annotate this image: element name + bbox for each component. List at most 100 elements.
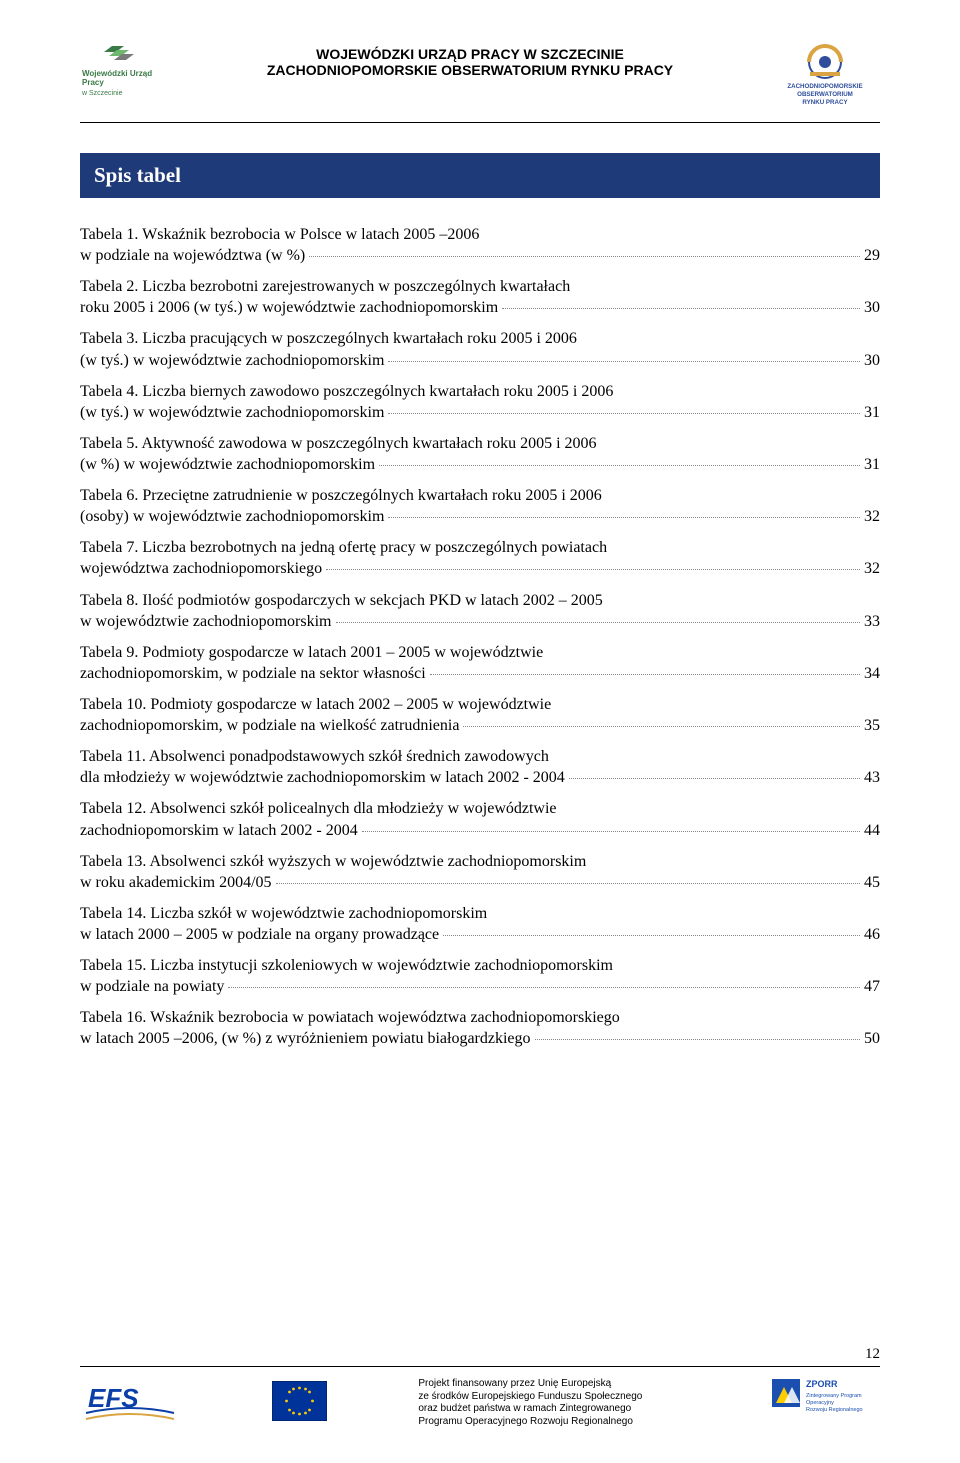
toc-leader (362, 831, 860, 832)
header-left-logo: Wojewódzki Urząd Pracy w Szczecinie (80, 40, 170, 100)
toc-entry-text: w województwie zachodniopomorskim (80, 611, 332, 632)
footer-line3: oraz budżet państwa w ramach Zintegrowan… (418, 1403, 678, 1416)
toc-leader (535, 1039, 860, 1040)
toc-leader (443, 935, 860, 936)
toc-page-number: 45 (864, 872, 880, 893)
toc-entry: Tabela 2. Liczba bezrobotni zarejestrowa… (80, 276, 880, 318)
page-footer: 12 EFS (80, 1366, 880, 1433)
footer-funding-text: Projekt finansowany przez Unię Europejsk… (418, 1378, 678, 1428)
header-org-line2: ZACHODNIOPOMORSKIE OBSERWATORIUM RYNKU P… (170, 62, 770, 78)
toc-entry: Tabela 7. Liczba bezrobotnych na jedną o… (80, 537, 880, 579)
toc-page-number: 47 (864, 976, 880, 997)
toc-entry-lastline: zachodniopomorskim, w podziale na sektor… (80, 663, 880, 684)
toc-entry: Tabela 9. Podmioty gospodarcze w latach … (80, 642, 880, 684)
toc-entry-lastline: zachodniopomorskim, w podziale na wielko… (80, 715, 880, 736)
toc-entry-text: w latach 2000 – 2005 w podziale na organ… (80, 924, 439, 945)
header-rule (80, 122, 880, 123)
toc-page-number: 32 (864, 558, 880, 579)
svg-text:Rozwoju Regionalnego: Rozwoju Regionalnego (806, 1407, 863, 1413)
toc-entry: Tabela 16. Wskaźnik bezrobocia w powiata… (80, 1007, 880, 1049)
toc-page-number: 46 (864, 924, 880, 945)
toc-leader (388, 517, 860, 518)
efs-logo: EFS (80, 1373, 180, 1433)
toc-container: Tabela 1. Wskaźnik bezrobocia w Polsce w… (80, 224, 880, 1050)
toc-leader (228, 987, 860, 988)
toc-page-number: 29 (864, 245, 880, 266)
header-right-logo: ZACHODNIOPOMORSKIE OBSERWATORIUM RYNKU P… (770, 40, 880, 120)
toc-leader (379, 465, 860, 466)
toc-entry-text: w latach 2005 –2006, (w %) z wyróżnienie… (80, 1028, 531, 1049)
toc-entry-pretext: Tabela 7. Liczba bezrobotnych na jedną o… (80, 537, 880, 558)
footer-line4: Programu Operacyjnego Rozwoju Regionalne… (418, 1416, 678, 1429)
toc-entry-text: w roku akademickim 2004/05 (80, 872, 272, 893)
toc-entry: Tabela 5. Aktywność zawodowa w poszczegó… (80, 433, 880, 475)
toc-page-number: 32 (864, 506, 880, 527)
toc-entry-pretext: Tabela 14. Liczba szkół w województwie z… (80, 903, 880, 924)
toc-entry-pretext: Tabela 15. Liczba instytucji szkoleniowy… (80, 955, 880, 976)
toc-entry-lastline: w latach 2005 –2006, (w %) z wyróżnienie… (80, 1028, 880, 1049)
svg-text:RYNKU PRACY: RYNKU PRACY (802, 99, 848, 106)
toc-entry-text: (w tyś.) w województwie zachodniopomorsk… (80, 350, 384, 371)
toc-page-number: 34 (864, 663, 880, 684)
toc-leader (430, 674, 860, 675)
toc-entry: Tabela 8. Ilość podmiotów gospodarczych … (80, 590, 880, 632)
toc-entry-pretext: Tabela 12. Absolwenci szkół policealnych… (80, 798, 880, 819)
toc-leader (326, 569, 860, 570)
toc-entry-lastline: województwa zachodniopomorskiego 32 (80, 558, 880, 579)
toc-entry-lastline: roku 2005 i 2006 (w tyś.) w województwie… (80, 297, 880, 318)
toc-entry: Tabela 1. Wskaźnik bezrobocia w Polsce w… (80, 224, 880, 266)
toc-entry-pretext: Tabela 1. Wskaźnik bezrobocia w Polsce w… (80, 224, 880, 245)
wup-logo-icon: Wojewódzki Urząd Pracy w Szczecinie (80, 40, 170, 100)
toc-leader (502, 308, 860, 309)
toc-entry-lastline: zachodniopomorskim w latach 2002 - 2004 4… (80, 820, 880, 841)
toc-entry-pretext: Tabela 5. Aktywność zawodowa w poszczegó… (80, 433, 880, 454)
page-header: Wojewódzki Urząd Pracy w Szczecinie WOJE… (80, 40, 880, 120)
toc-entry-lastline: w województwie zachodniopomorskim 33 (80, 611, 880, 632)
wup-logo-text-1: Wojewódzki Urząd (82, 69, 152, 78)
wup-logo-text-2: Pracy (82, 78, 104, 87)
toc-page-number: 33 (864, 611, 880, 632)
toc-entry-text: województwa zachodniopomorskiego (80, 558, 322, 579)
footer-rule (80, 1366, 880, 1367)
toc-entry: Tabela 4. Liczba biernych zawodowo poszc… (80, 381, 880, 423)
svg-text:Zintegrowany Program: Zintegrowany Program (806, 1393, 862, 1399)
toc-entry-text: w podziale na województwa (w %) (80, 245, 305, 266)
toc-entry-lastline: (w %) w województwie zachodniopomorskim 3… (80, 454, 880, 475)
toc-entry: Tabela 11. Absolwenci ponadpodstawowych … (80, 746, 880, 788)
toc-leader (336, 622, 861, 623)
toc-entry-text: dla młodzieży w województwie zachodniopo… (80, 767, 565, 788)
toc-entry-lastline: dla młodzieży w województwie zachodniopo… (80, 767, 880, 788)
toc-entry-pretext: Tabela 6. Przeciętne zatrudnienie w posz… (80, 485, 880, 506)
toc-entry: Tabela 12. Absolwenci szkół policealnych… (80, 798, 880, 840)
toc-entry-pretext: Tabela 10. Podmioty gospodarcze w latach… (80, 694, 880, 715)
toc-page-number: 30 (864, 350, 880, 371)
toc-entry-lastline: w podziale na województwa (w %) 29 (80, 245, 880, 266)
toc-entry-lastline: w latach 2000 – 2005 w podziale na organ… (80, 924, 880, 945)
page-number: 12 (865, 1346, 880, 1363)
toc-page-number: 35 (864, 715, 880, 736)
section-title-text: Spis tabel (94, 163, 181, 187)
toc-leader (309, 256, 860, 257)
toc-leader (463, 726, 860, 727)
toc-entry: Tabela 6. Przeciętne zatrudnienie w posz… (80, 485, 880, 527)
toc-entry-lastline: w roku akademickim 2004/05 45 (80, 872, 880, 893)
toc-page-number: 43 (864, 767, 880, 788)
toc-entry-text: zachodniopomorskim, w podziale na wielko… (80, 715, 459, 736)
section-title-bar: Spis tabel (80, 153, 880, 198)
toc-entry-lastline: (osoby) w województwie zachodniopomorski… (80, 506, 880, 527)
toc-entry: Tabela 3. Liczba pracujących w poszczegó… (80, 328, 880, 370)
toc-page-number: 44 (864, 820, 880, 841)
footer-line1: Projekt finansowany przez Unię Europejsk… (418, 1378, 678, 1391)
toc-entry-text: zachodniopomorskim w latach 2002 - 2004 (80, 820, 358, 841)
toc-entry-pretext: Tabela 3. Liczba pracujących w poszczegó… (80, 328, 880, 349)
toc-entry-text: zachodniopomorskim, w podziale na sektor… (80, 663, 426, 684)
toc-leader (569, 778, 860, 779)
toc-entry-text: (w %) w województwie zachodniopomorskim (80, 454, 375, 475)
toc-entry: Tabela 14. Liczba szkół w województwie z… (80, 903, 880, 945)
toc-entry: Tabela 10. Podmioty gospodarcze w latach… (80, 694, 880, 736)
toc-entry-lastline: (w tyś.) w województwie zachodniopomorsk… (80, 402, 880, 423)
toc-entry-pretext: Tabela 11. Absolwenci ponadpodstawowych … (80, 746, 880, 767)
toc-page-number: 31 (864, 454, 880, 475)
toc-entry-text: (w tyś.) w województwie zachodniopomorsk… (80, 402, 384, 423)
toc-entry-pretext: Tabela 16. Wskaźnik bezrobocia w powiata… (80, 1007, 880, 1028)
